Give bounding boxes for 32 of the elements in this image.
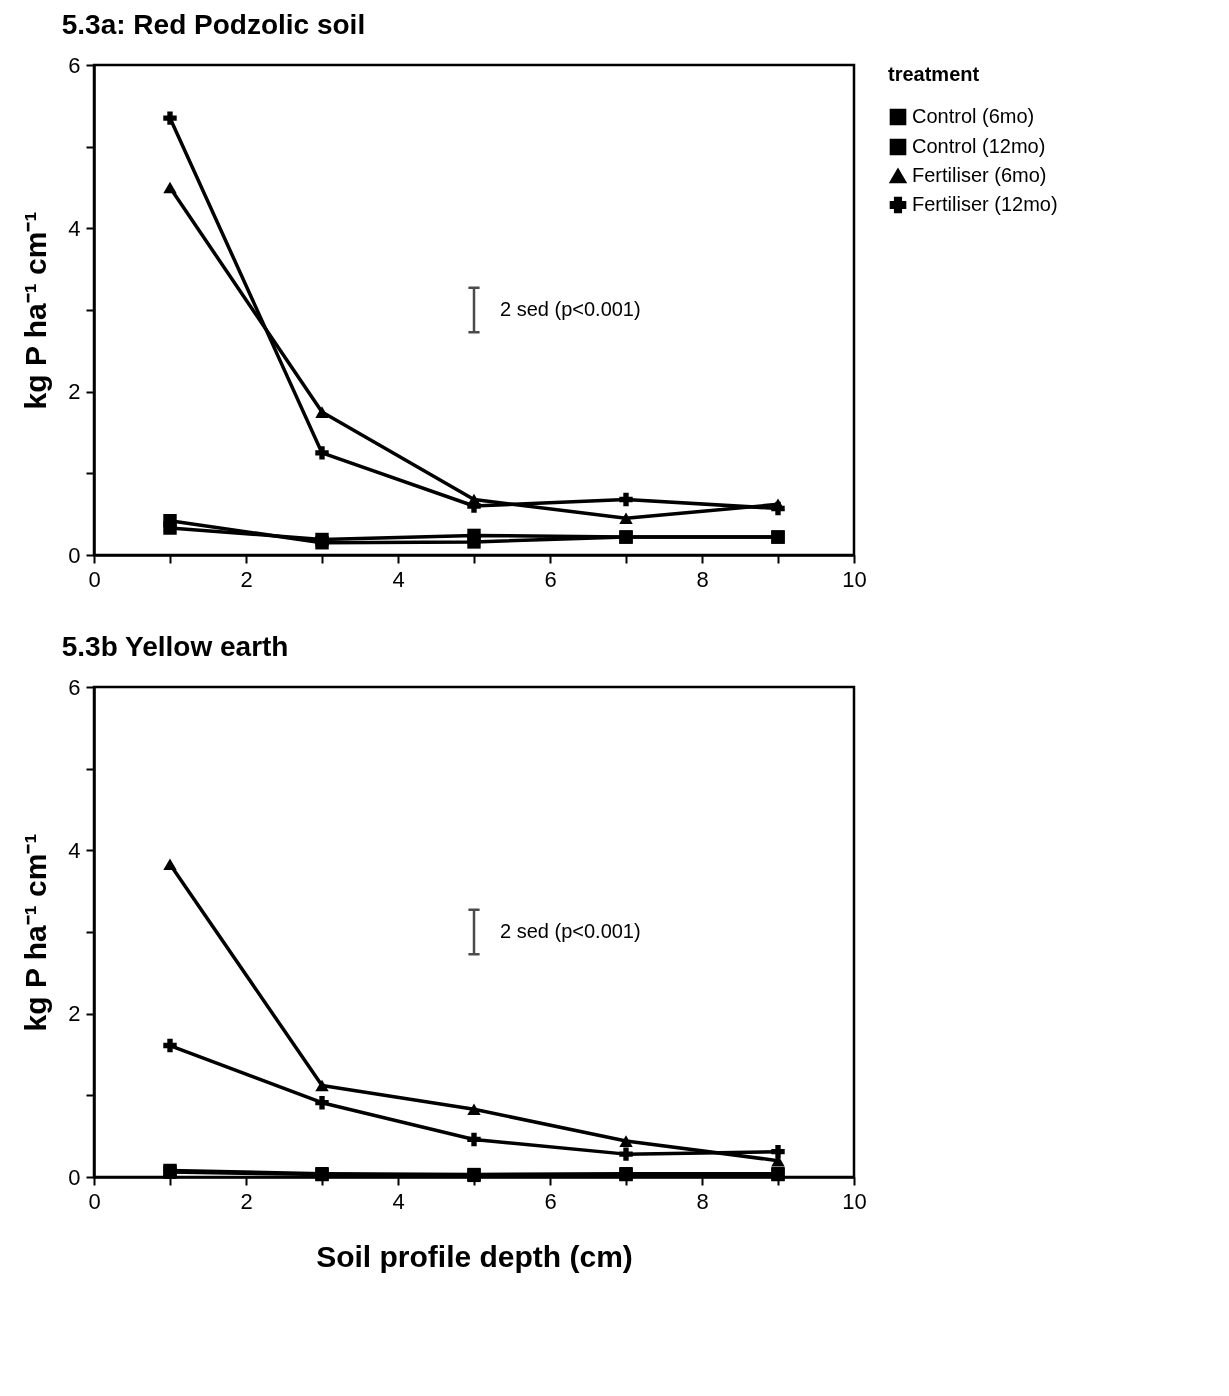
chart-title: 5.3a: Red Podzolic soil [61,9,366,40]
y-tick-label: 0 [68,1164,81,1190]
x-tick-label: 10 [842,566,867,592]
x-axis-title: Soil profile depth (cm) [316,1239,633,1273]
chart-title: 5.3b Yellow earth [61,631,289,662]
y-axis-title: kg P ha⁻¹ cm⁻¹ [19,833,53,1032]
legend-label: Control (12mo) [912,135,1046,157]
y-tick-label: 2 [68,1001,81,1027]
x-tick-label: 6 [544,1188,557,1214]
x-tick-label: 2 [240,566,253,592]
x-tick-label: 4 [392,1188,405,1214]
y-tick-label: 6 [68,52,81,78]
x-tick-label: 0 [88,1188,101,1214]
x-tick-label: 6 [544,566,557,592]
legend-title: treatment [888,63,980,85]
x-tick-label: 10 [842,1188,867,1214]
y-tick-label: 2 [68,379,81,405]
x-tick-label: 8 [696,566,709,592]
legend-label: Fertiliser (6mo) [912,164,1047,186]
y-tick-label: 0 [68,542,81,568]
y-tick-label: 4 [68,837,81,863]
annotation: 2 sed (p<0.001) [500,920,641,942]
annotation: 2 sed (p<0.001) [500,298,641,320]
x-tick-label: 8 [696,1188,709,1214]
x-tick-label: 0 [88,566,101,592]
y-tick-label: 6 [68,674,81,700]
legend-label: Fertiliser (12mo) [912,193,1058,215]
x-tick-label: 2 [240,1188,253,1214]
legend-label: Control (6mo) [912,105,1035,127]
x-tick-label: 4 [392,566,405,592]
y-axis-title: kg P ha⁻¹ cm⁻¹ [19,211,53,410]
y-tick-label: 4 [68,215,81,241]
